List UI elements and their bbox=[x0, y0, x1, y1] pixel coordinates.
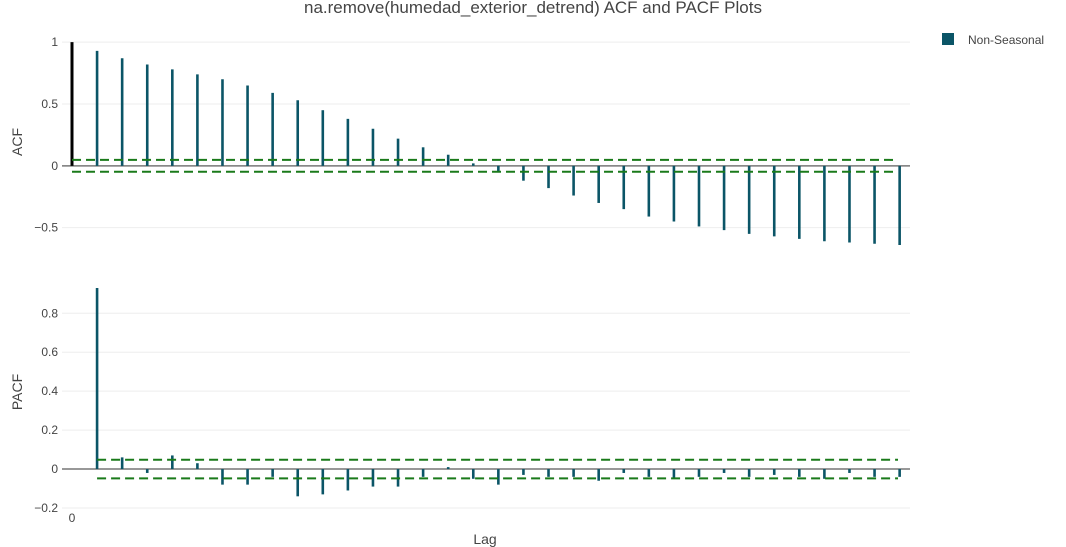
pacf-y-tick-label: 0.2 bbox=[41, 423, 58, 437]
pacf-panel: 0.8 0.6 0.4 0.2 0 −0.2 bbox=[34, 288, 910, 515]
acf-y-tick-label: 0 bbox=[51, 159, 58, 173]
pacf-y-tick-label: 0.4 bbox=[41, 384, 58, 398]
pacf-y-tick-label: −0.2 bbox=[34, 501, 58, 515]
legend-label: Non-Seasonal bbox=[968, 33, 1044, 47]
x-axis-title: Lag bbox=[473, 531, 496, 547]
pacf-y-tick-label: 0.6 bbox=[41, 345, 58, 359]
legend-swatch bbox=[942, 33, 954, 45]
pacf-y-axis-title: PACF bbox=[9, 374, 25, 410]
acf-y-tick-label: 1 bbox=[51, 35, 58, 49]
pacf-y-tick-label: 0.8 bbox=[41, 306, 58, 320]
acf-y-tick-label: −0.5 bbox=[34, 221, 58, 235]
chart-title: na.remove(humedad_exterior_detrend) ACF … bbox=[304, 0, 762, 17]
legend[interactable]: Non-Seasonal bbox=[942, 33, 1044, 47]
x-tick-label-0: 0 bbox=[69, 511, 76, 525]
acf-panel: 1 0.5 0 −0.5 bbox=[34, 35, 910, 245]
pacf-y-tick-label: 0 bbox=[51, 462, 58, 476]
acf-y-tick-label: 0.5 bbox=[41, 97, 58, 111]
acf-y-axis-title: ACF bbox=[9, 128, 25, 156]
